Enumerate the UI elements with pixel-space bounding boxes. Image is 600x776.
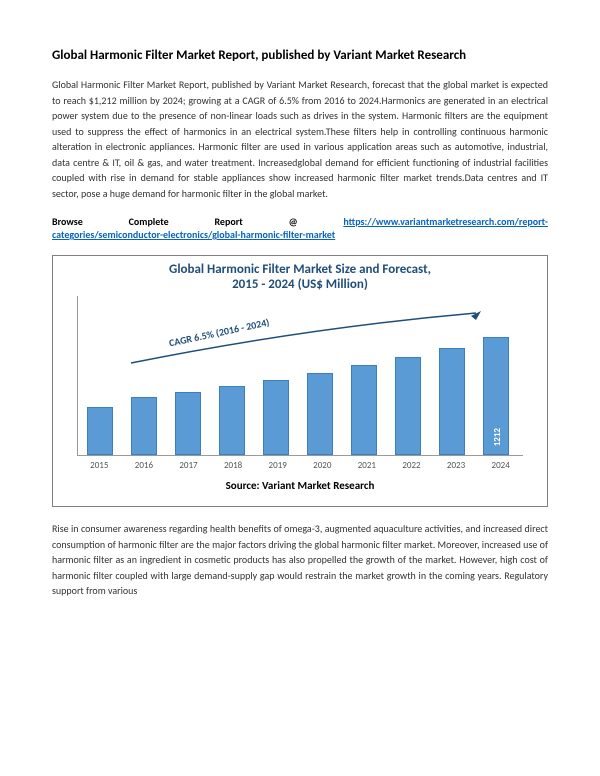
x-label-2015: 2015 <box>77 460 121 471</box>
x-label-2022: 2022 <box>389 460 433 471</box>
bar-2023 <box>439 348 465 455</box>
x-label-2023: 2023 <box>434 460 478 471</box>
x-label-2018: 2018 <box>211 460 255 471</box>
intro-paragraph: Global Harmonic Filter Market Report, pu… <box>52 77 548 201</box>
bar-2016 <box>131 397 157 455</box>
closing-paragraph: Rise in consumer awareness regarding hea… <box>52 521 548 599</box>
bar-2018 <box>219 386 245 455</box>
x-label-2021: 2021 <box>345 460 389 471</box>
bar-2020 <box>307 373 333 455</box>
x-label-2016: 2016 <box>122 460 166 471</box>
chart-source: Source: Variant Market Research <box>53 479 547 492</box>
chart-plot-area: CAGR 6.5% (2016 - 2024) 1212 <box>77 296 523 456</box>
page-title: Global Harmonic Filter Market Report, pu… <box>52 48 548 63</box>
x-label-2020: 2020 <box>300 460 344 471</box>
bars-area: 1212 <box>78 296 523 455</box>
bar-2019 <box>263 380 289 455</box>
chart-title-1: Global Harmonic Filter Market Size and F… <box>53 262 547 277</box>
report-word: Report <box>214 215 242 228</box>
bar-2021 <box>351 365 377 455</box>
bar-2017 <box>175 392 201 455</box>
final-value-label: 1212 <box>492 428 503 446</box>
report-link[interactable]: https://www.variantmarketresearch.com/re… <box>343 215 548 228</box>
at-symbol: @ <box>289 215 298 228</box>
report-link-continuation[interactable]: categories/semiconductor-electronics/glo… <box>52 228 548 241</box>
browse-line: Browse Complete Report @ https://www.var… <box>52 215 548 228</box>
bar-2015 <box>87 407 113 455</box>
chart-title-2: 2015 - 2024 (US$ Million) <box>53 277 547 292</box>
x-label-2019: 2019 <box>256 460 300 471</box>
browse-word: Browse <box>52 215 83 228</box>
chart-container: Global Harmonic Filter Market Size and F… <box>52 255 548 507</box>
bar-2022 <box>395 357 421 455</box>
x-label-2017: 2017 <box>166 460 210 471</box>
complete-word: Complete <box>129 215 169 228</box>
x-label-2024: 2024 <box>479 460 523 471</box>
bar-2024: 1212 <box>483 337 509 455</box>
x-axis-labels: 2015201620172018201920202021202220232024 <box>77 460 523 471</box>
